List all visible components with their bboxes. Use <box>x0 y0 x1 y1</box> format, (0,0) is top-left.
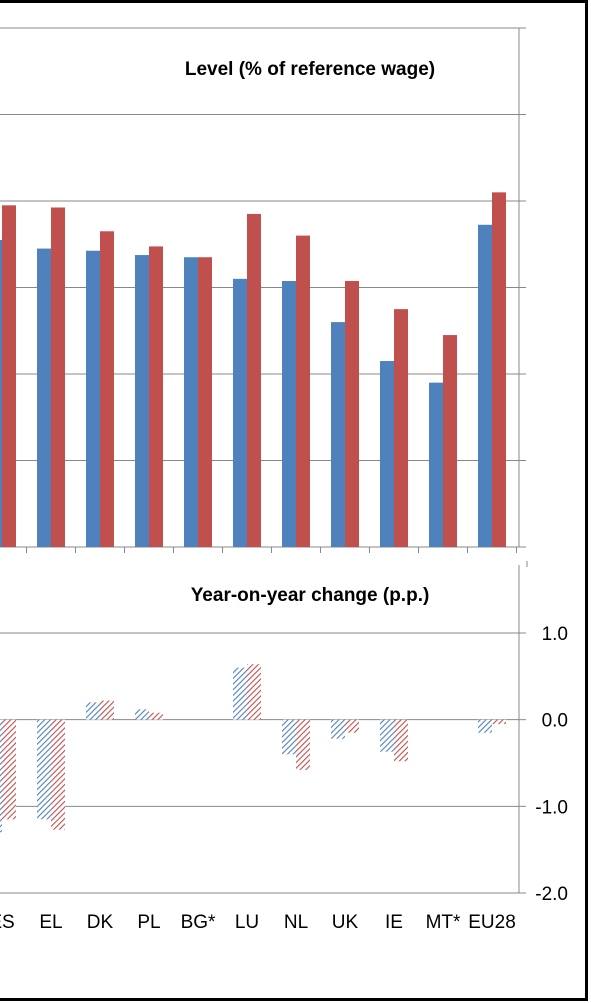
category-label: DK <box>87 912 114 933</box>
level-bar-bg-s1 <box>184 257 198 547</box>
change-bar-lu-s1 <box>233 667 247 720</box>
change-bar-eu28-s2 <box>492 719 506 724</box>
level-bar-dk-s2 <box>100 231 114 547</box>
level-bar-nl-s2 <box>296 235 310 547</box>
category-label: UK <box>332 912 359 933</box>
change-bar-ie-s1 <box>380 719 394 752</box>
level-bar-pl-s1 <box>135 255 149 547</box>
level-bar-eu28-s1 <box>478 224 492 547</box>
level-bar-eu28-s2 <box>492 192 506 547</box>
change-bar-dk-s1 <box>86 702 100 720</box>
change-y-tick-label: 0.0 <box>542 711 568 732</box>
change-bar-el-s1 <box>37 719 51 820</box>
level-bar-es-s2 <box>2 205 16 547</box>
category-label: LU <box>235 912 259 933</box>
level-bar-mt-s2 <box>443 335 457 547</box>
change-bar-pl-s1 <box>135 709 149 720</box>
category-label: EL <box>39 912 62 933</box>
change-bar-el-s2 <box>51 719 65 830</box>
level-bar-uk-s1 <box>331 322 345 547</box>
category-label: BG* <box>181 912 216 933</box>
level-bar-mt-s1 <box>429 382 443 547</box>
level-bar-ie-s2 <box>394 309 408 547</box>
change-bar-ie-s2 <box>394 719 408 762</box>
change-bar-uk-s1 <box>331 719 345 739</box>
change-bar-pl-s2 <box>149 712 163 720</box>
level-bar-nl-s1 <box>282 281 296 547</box>
level-bar-ie-s1 <box>380 361 394 547</box>
category-label: PL <box>137 912 160 933</box>
change-bar-nl-s2 <box>296 719 310 770</box>
level-chart-title: Level (% of reference wage) <box>185 59 435 80</box>
category-label: EU28 <box>468 912 516 933</box>
level-bar-bg-s2 <box>198 257 212 547</box>
change-panel: 1.0 0.0 -1.0 -2.0 ES EL DK PL BG* LU NL UK IE MT* EU2… <box>0 561 568 933</box>
level-bar-lu-s1 <box>233 278 247 547</box>
change-bar-dk-s2 <box>100 700 114 720</box>
level-bar-es-s1 <box>0 239 2 548</box>
change-bar-es-s2 <box>2 719 16 820</box>
change-y-tick-label: -1.0 <box>535 797 568 818</box>
level-bar-uk-s2 <box>345 281 359 547</box>
change-bar-eu28-s1 <box>478 719 492 733</box>
change-bar-uk-s2 <box>345 719 359 733</box>
change-chart-title: Year-on-year change (p.p.) <box>191 585 430 606</box>
change-y-tick-label: 1.0 <box>542 624 568 645</box>
level-bar-lu-s2 <box>247 213 261 547</box>
category-label: IE <box>385 912 403 933</box>
category-label: MT* <box>426 912 461 933</box>
change-y-tick-label: -2.0 <box>535 884 568 905</box>
change-bar-es-s1 <box>0 719 2 833</box>
level-bar-el-s2 <box>51 207 65 548</box>
change-bar-lu-s2 <box>247 664 261 720</box>
category-label: ES <box>0 912 15 933</box>
level-panel: Level (% of reference wage) <box>0 27 526 553</box>
level-bar-dk-s1 <box>86 250 100 548</box>
level-bar-pl-s2 <box>149 246 163 547</box>
change-bar-nl-s1 <box>282 719 296 755</box>
level-bar-el-s1 <box>37 248 51 547</box>
category-label: NL <box>284 912 308 933</box>
